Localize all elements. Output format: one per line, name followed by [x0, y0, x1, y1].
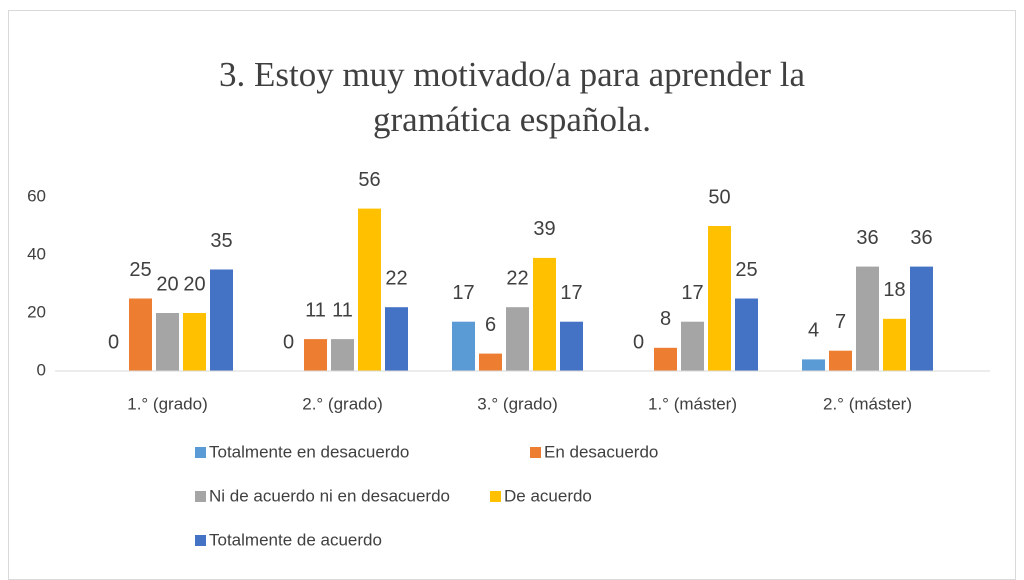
data-label: 4: [808, 320, 819, 342]
x-tick-label: 1.° (grado): [127, 394, 208, 413]
x-tick-label: 1.° (máster): [648, 394, 737, 413]
data-label: 18: [883, 279, 905, 301]
legend-label: En desacuerdo: [544, 442, 658, 461]
legend-swatch: [195, 535, 206, 546]
bar: [856, 266, 879, 371]
y-tick-label: 20: [27, 302, 46, 321]
legend-label: De acuerdo: [504, 486, 592, 505]
data-label: 36: [910, 227, 932, 249]
y-tick-label: 0: [37, 360, 46, 379]
data-label: 20: [156, 273, 178, 295]
data-label: 56: [358, 169, 380, 191]
data-label: 17: [560, 282, 582, 304]
x-tick-label: 2.° (máster): [823, 394, 912, 413]
bar: [479, 353, 502, 371]
data-label: 0: [283, 331, 294, 353]
legend-label: Totalmente de acuerdo: [209, 530, 382, 549]
data-label: 8: [660, 308, 671, 330]
data-label: 11: [305, 299, 326, 321]
bar: [681, 321, 704, 371]
data-label: 22: [385, 267, 407, 289]
bar: [331, 339, 354, 371]
data-label: 39: [533, 218, 555, 240]
bar: [829, 350, 852, 371]
legend-swatch: [490, 491, 501, 502]
data-label: 50: [708, 186, 730, 208]
chart-title: 3. Estoy muy motivado/a para aprender la…: [218, 55, 806, 139]
y-tick-label: 40: [27, 244, 46, 263]
data-label: 20: [183, 273, 205, 295]
bar: [210, 269, 233, 371]
y-tick-label: 60: [27, 186, 46, 205]
bar: [910, 266, 933, 371]
data-label: 11: [332, 299, 353, 321]
bar: [708, 226, 731, 371]
legend-swatch: [195, 447, 206, 458]
bar: [156, 313, 179, 371]
legend-swatch: [530, 447, 541, 458]
data-label: 35: [210, 230, 232, 252]
bar: [183, 313, 206, 371]
data-label: 25: [129, 259, 151, 281]
bar: [802, 359, 825, 371]
legend-swatch: [195, 491, 206, 502]
bar: [654, 347, 677, 371]
data-label: 17: [681, 282, 703, 304]
x-tick-label: 3.° (grado): [477, 394, 558, 413]
legend-label: Totalmente en desacuerdo: [209, 442, 409, 461]
data-label: 6: [485, 314, 496, 336]
bar: [304, 339, 327, 371]
bar: [358, 208, 381, 371]
bar: [506, 307, 529, 371]
x-tick-label: 2.° (grado): [302, 394, 383, 413]
data-label: 0: [633, 331, 644, 353]
data-label: 25: [735, 259, 757, 281]
data-label: 22: [506, 267, 528, 289]
bar: [129, 298, 152, 371]
bar: [883, 318, 906, 371]
data-label: 0: [108, 331, 119, 353]
data-label: 17: [452, 282, 474, 304]
data-label: 36: [856, 227, 878, 249]
data-label: 7: [835, 311, 846, 333]
bar: [735, 298, 758, 371]
bar: [452, 321, 475, 371]
bar: [560, 321, 583, 371]
bar: [385, 307, 408, 371]
legend-label: Ni de acuerdo ni en desacuerdo: [209, 486, 450, 505]
bar: [533, 257, 556, 371]
